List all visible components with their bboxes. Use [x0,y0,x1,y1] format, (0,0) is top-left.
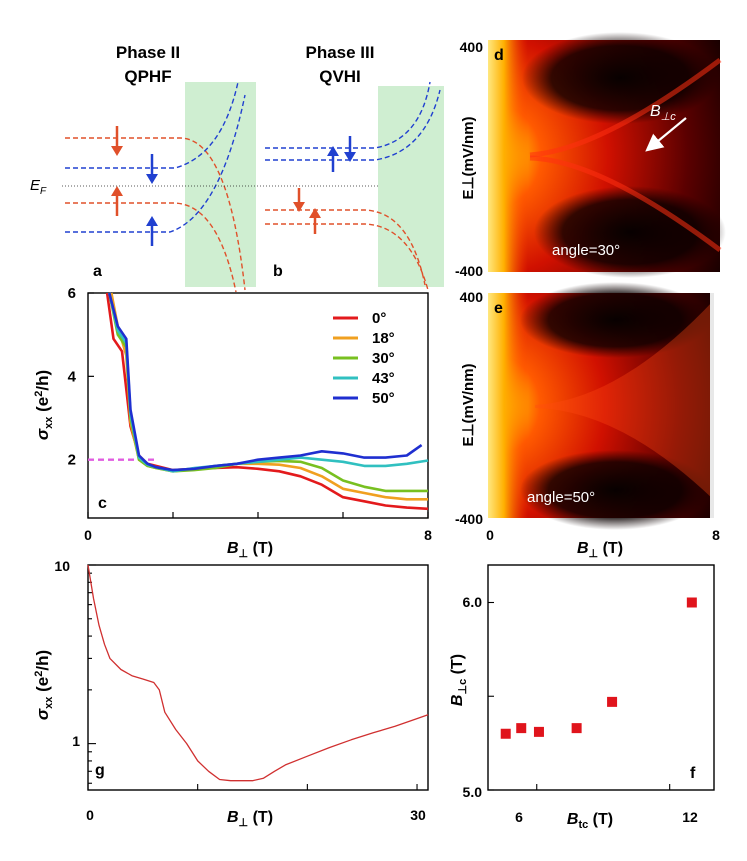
panel-f-x-tick-6: 6 [515,809,523,825]
fermi-level-label: EF [30,177,47,197]
panel-b-spin-arrows [293,136,356,234]
panel-g-x-tick-30: 30 [410,807,426,823]
panel-d-annotation: angle=30° [552,242,620,259]
panel-b-edge-region [378,86,444,287]
panel-b: Phase III QVHI b [265,43,444,291]
panel-c-y-tick-label: 6 [68,285,76,302]
panel-c: 2 4 6 0 8 0° 18° 30° 43° 50° c B⊥ (T) σxx (e2/h) [33,285,432,560]
panel-d-letter: d [494,47,504,64]
panel-e-y-label: E⊥(mV/nm) [460,363,477,446]
panel-d-y-label: E⊥(mV/nm) [460,116,477,199]
panel-d-dark-lower [534,186,726,278]
panel-a-letter: a [93,263,102,280]
panel-b-title-1: Phase III [306,43,375,62]
panel-c-legend-label: 50° [372,390,395,407]
panel-e-dark-lower [520,450,710,530]
panel-f-y-label: B⊥c (T) [449,654,469,706]
panel-b-letter: b [273,263,283,280]
panel-f-points [500,597,697,739]
panel-e: angle=50° e 400 -400 E⊥(mV/nm) 0 8 B⊥ (T… [455,282,720,560]
panel-g-series [87,564,429,782]
panel-f-point [500,728,511,739]
panel-g-x-tick-0: 0 [86,807,94,823]
panel-f-x-label: Btc (T) [567,811,613,831]
panel-e-y-bottom: -400 [455,511,483,527]
panel-b-band-red-lower [265,223,429,291]
panel-e-dark-upper [520,282,710,358]
panel-g-y-tick-10: 10 [54,558,70,574]
panel-f-point [686,597,697,608]
panel-g-x-label: B⊥ (T) [227,809,273,829]
panel-f-y-tick-5: 5.0 [463,784,483,800]
panel-c-y-label: σxx (e2/h) [33,370,55,440]
panel-f-y-tick-6: 6.0 [463,594,483,610]
panel-a-title-2: QPHF [124,67,171,86]
panel-e-x-label: B⊥ (T) [577,540,623,560]
panel-c-legend-label: 30° [372,350,395,367]
panel-c-series-50deg [108,292,423,472]
panel-d-y-bottom: -400 [455,263,483,279]
panel-b-band-red-upper [265,209,426,286]
panel-f-frame [487,564,715,791]
panel-f-point [607,696,618,707]
panel-a-band-blue-upper [65,81,239,169]
panel-e-annotation: angle=50° [527,489,595,506]
panel-e-x-tick-1: 8 [712,527,720,543]
panel-g-letter: g [95,762,105,779]
panel-f-point [533,726,544,737]
panel-d-dark-upper [522,32,718,124]
panel-b-band-blue-upper [265,81,431,149]
panel-a-edge-region [185,82,256,287]
panel-c-x-tick-label: 8 [424,527,432,543]
panel-e-y-top: 400 [460,289,484,305]
panel-g-frame [87,564,429,791]
panel-a-band-red-lower [65,202,237,293]
panel-e-x-tick-0: 0 [486,527,494,543]
panel-g: 10 1 0 30 g B⊥ (T) σxx (e2/h) [33,558,429,829]
panel-f-x-tick-12: 12 [682,809,698,825]
panel-d: B⊥c angle=30° d 400 -400 E⊥(mV/nm) [455,32,726,279]
panel-c-series [105,292,429,511]
panel-c-legend-label: 18° [372,330,395,347]
panel-e-letter: e [494,300,503,317]
panel-g-y-label: σxx (e2/h) [33,650,55,720]
panel-c-x-label: B⊥ (T) [227,540,273,560]
panel-f: 6.0 5.0 6 12 f Btc (T) B⊥c (T) [449,564,715,831]
panel-f-ticks [488,601,671,791]
panel-a-spin-arrows [111,126,158,246]
panel-f-letter: f [690,765,696,782]
panel-d-arrow-label: B⊥c [650,103,676,123]
panel-d-y-top: 400 [460,39,484,55]
panel-c-legend-label: 0° [372,310,386,327]
panel-c-legend: 0° 18° 30° 43° 50° [333,310,395,407]
panel-c-letter: c [98,495,107,512]
panel-b-title-2: QVHI [319,67,361,86]
panel-b-band-blue-lower [265,89,441,161]
panel-a-band-blue-lower [65,94,246,233]
panel-c-y-tick-label: 4 [68,368,77,385]
panel-c-ticks: 2 4 6 0 8 [68,285,432,543]
panel-a-title-1: Phase II [116,43,180,62]
panel-c-x-tick-label: 0 [84,527,92,543]
panel-f-point [571,723,582,734]
panel-a-band-red-upper [65,137,246,291]
panel-f-point [516,723,527,734]
panel-g-series-line [87,564,429,782]
panel-c-legend-label: 43° [372,370,395,387]
panel-a: Phase II QPHF EF a [30,43,445,293]
panel-d-arrow [645,117,687,152]
panel-c-y-tick-label: 2 [68,452,76,469]
panel-g-y-tick-1: 1 [72,733,80,749]
